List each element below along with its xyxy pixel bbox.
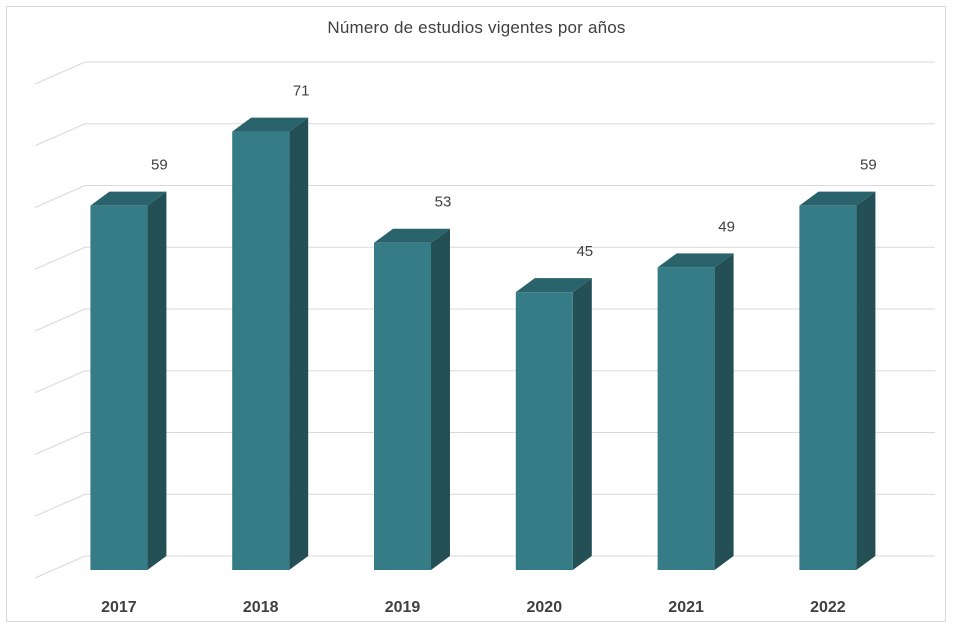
bar-top: [90, 191, 167, 206]
bar: [799, 205, 857, 571]
bar-top: [799, 191, 876, 206]
x-tick-label: 2018: [243, 599, 279, 616]
bar-top: [232, 117, 309, 132]
data-label: 71: [293, 83, 310, 100]
bar: [657, 267, 715, 570]
bar: [90, 205, 148, 571]
data-label: 59: [151, 157, 168, 174]
bar: [374, 242, 431, 570]
gridline-side: [34, 123, 86, 147]
bar-top: [515, 278, 592, 293]
x-tick-label: 2020: [527, 599, 563, 616]
bar-side: [431, 228, 450, 570]
gridline-side: [34, 432, 86, 455]
x-tick-label: 2021: [668, 599, 704, 616]
data-label: 53: [435, 194, 452, 211]
bar-side: [147, 191, 167, 571]
gridline-side: [34, 370, 86, 394]
bar-top: [374, 228, 450, 243]
gridline-side: [34, 555, 86, 579]
bar-side: [856, 191, 876, 571]
gridline-side: [34, 61, 86, 85]
x-tick-label: 2019: [385, 599, 421, 616]
bar-side: [714, 253, 734, 571]
gridline-side: [34, 308, 86, 332]
gridline-side: [34, 185, 86, 208]
bar: [232, 131, 290, 570]
data-label: 49: [718, 218, 735, 235]
bar: [515, 292, 573, 570]
x-tick-label: 2017: [101, 599, 137, 616]
gridline-side: [34, 246, 86, 270]
chart-title: Número de estudios vigentes por años: [327, 18, 626, 37]
x-tick-label: 2022: [810, 599, 846, 616]
gridline-side: [34, 493, 86, 517]
data-label: 59: [860, 157, 877, 174]
data-label: 45: [576, 243, 593, 260]
bar-side: [289, 117, 309, 570]
bar-top: [657, 253, 734, 268]
bar-side: [572, 278, 592, 570]
